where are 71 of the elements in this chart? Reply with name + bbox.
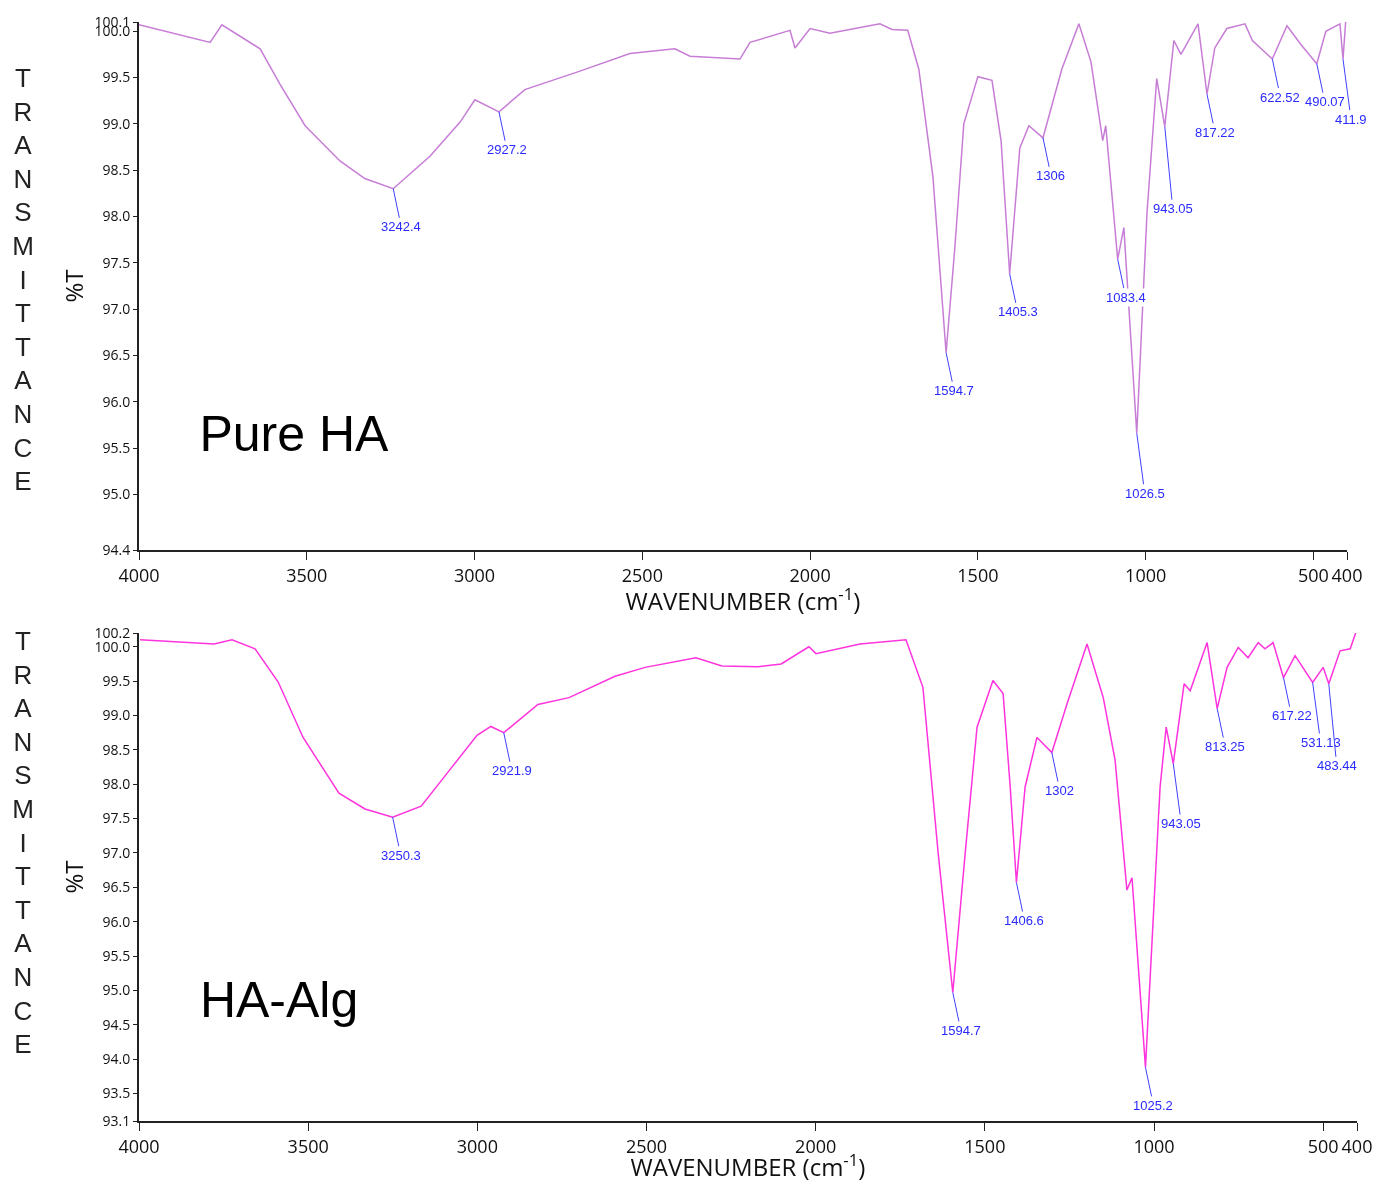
annotation: 622.52 <box>1260 90 1300 105</box>
annotation: 1025.2 <box>1133 1098 1173 1113</box>
text: TRANSMITTANCE <box>12 626 34 1060</box>
annotation: 1302 <box>1045 783 1074 798</box>
y-tick-label: 95.0 <box>102 980 131 1000</box>
y-tick-label: 100.2 <box>94 622 131 642</box>
annotation: 1405.3 <box>998 304 1038 319</box>
y-tick-label: 95.5 <box>102 438 131 458</box>
x-tick-label: 1500 <box>957 562 999 587</box>
annotation: 1594.7 <box>941 1023 981 1038</box>
y-tick-label: 97.0 <box>102 842 131 862</box>
y-tick-label: 98.5 <box>102 739 131 759</box>
annotation: 3250.3 <box>381 848 421 863</box>
annotation: 1026.5 <box>1125 486 1165 501</box>
y-tick-label: 94.5 <box>102 1014 131 1034</box>
text: HA-Alg <box>199 971 359 1028</box>
annotation: 1306 <box>1036 168 1065 183</box>
x-tick-label: 1500 <box>964 1133 1006 1158</box>
text: Pure HA <box>199 406 390 463</box>
x-tick-label: 4000 <box>118 562 160 587</box>
x-tick-label: 1000 <box>1133 1133 1175 1158</box>
y-tick-label: 96.0 <box>102 911 131 931</box>
x-tick-label: 2000 <box>795 1133 837 1158</box>
y-tick-label: 98.0 <box>102 206 131 226</box>
x-tick-label: 3500 <box>286 562 328 587</box>
annotation: 1406.6 <box>1004 913 1044 928</box>
annotation: 483.44 <box>1317 758 1357 773</box>
y-tick-label: 93.1 <box>102 1110 131 1130</box>
y-tick-label: 99.0 <box>102 705 131 725</box>
y-tick-label: 93.5 <box>102 1083 131 1103</box>
annotation: 411.9 <box>1335 112 1367 127</box>
y-tick-label: 96.5 <box>102 877 131 897</box>
y-tick-label: 99.5 <box>102 67 131 87</box>
y-tick-label: 96.0 <box>102 391 131 411</box>
y-axis-title: %T <box>57 860 91 894</box>
annotation: 1083.4 <box>1106 290 1146 305</box>
y-tick-label: 98.0 <box>102 774 131 794</box>
annotation: 943.05 <box>1153 201 1193 216</box>
annotation: 943.05 <box>1161 816 1201 831</box>
y-tick-label: 97.5 <box>102 808 131 828</box>
y-tick-label: 97.0 <box>102 299 131 319</box>
annotation: 1594.7 <box>934 383 974 398</box>
annotation: 3242.4 <box>381 219 421 234</box>
y-tick-label: 96.5 <box>102 345 131 365</box>
x-tick-label: 3500 <box>287 1133 329 1158</box>
x-tick-label: 1000 <box>1125 562 1167 587</box>
y-tick-label: 99.5 <box>102 671 131 691</box>
y-axis-title: %T <box>57 269 91 303</box>
annotation: 2921.9 <box>492 763 532 778</box>
y-tick-label: 99.0 <box>102 113 131 133</box>
annotation: 817.22 <box>1195 125 1235 140</box>
y-tick-label: 94.4 <box>102 539 131 559</box>
x-tick-label: 400 <box>1341 1133 1373 1158</box>
annotation: 617.22 <box>1272 708 1312 723</box>
annotation: 531.13 <box>1301 735 1341 750</box>
x-tick-label: 400 <box>1331 562 1363 587</box>
y-tick-label: 98.5 <box>102 160 131 180</box>
text: TRANSMITTANCE <box>12 63 34 497</box>
y-tick-label: 95.5 <box>102 945 131 965</box>
annotation: 490.07 <box>1305 94 1345 109</box>
y-tick-label: 94.0 <box>102 1049 131 1069</box>
line-series <box>139 633 1357 1069</box>
y-tick-label: 95.0 <box>102 484 131 504</box>
y-tick-label: 97.5 <box>102 252 131 272</box>
x-tick-label: 500 <box>1297 562 1329 587</box>
x-tick-label: 3000 <box>456 1133 498 1158</box>
x-tick-label: 500 <box>1307 1133 1339 1158</box>
annotation: 2927.2 <box>487 142 527 157</box>
x-tick-label: 3000 <box>453 562 496 587</box>
x-tick-label: 4000 <box>118 1133 160 1158</box>
annotation: 813.25 <box>1205 739 1245 754</box>
